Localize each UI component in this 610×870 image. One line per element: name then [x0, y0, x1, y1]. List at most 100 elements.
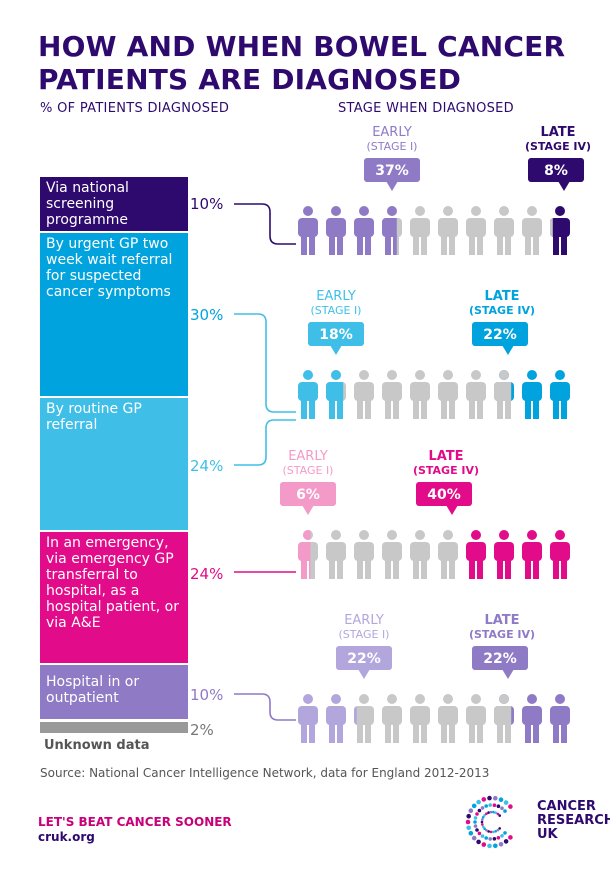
logo-line-3: UK — [537, 827, 558, 842]
early-label: EARLY — [288, 449, 328, 464]
connector-hospital — [234, 693, 296, 721]
page-title: HOW AND WHEN BOWEL CANCER PATIENTS ARE D… — [38, 30, 566, 96]
early-bubble-text: 22% — [347, 651, 381, 667]
person-icon — [438, 370, 458, 419]
early-label: EARLY — [316, 289, 356, 304]
early-label: EARLY — [372, 125, 412, 140]
logo-dot — [496, 828, 500, 832]
logo-dot — [498, 827, 502, 830]
late-stage: (STAGE IV) — [413, 464, 479, 477]
pictogram-row-4: EARLY(STAGE I) 22% LATE(STAGE IV) 22% — [298, 613, 570, 743]
person-icon — [550, 694, 570, 743]
logo-dot — [483, 814, 486, 817]
early-bubble-text: 6% — [296, 487, 320, 503]
early-bubble-text: 37% — [375, 163, 409, 179]
person-icon — [494, 694, 514, 743]
logo-dot — [503, 809, 507, 813]
logo-dot — [473, 816, 478, 820]
right-header: STAGE WHEN DIAGNOSED — [338, 101, 514, 116]
logo-dot — [498, 797, 504, 802]
logo-dot — [477, 831, 482, 836]
person-icon — [522, 370, 542, 419]
logo-dot — [494, 830, 498, 833]
logo-line-2: RESEARCH — [537, 813, 610, 828]
logo-dot — [473, 820, 477, 824]
person-icon — [382, 694, 402, 743]
segment-screening: Via national screening programme — [40, 177, 188, 231]
early-bubble: 6% — [280, 482, 336, 515]
person-icon — [466, 694, 486, 743]
logo-dot — [489, 830, 493, 834]
connector-screening — [234, 203, 296, 245]
logo-dot — [476, 799, 481, 805]
segment-unknown-label: Unknown data — [44, 738, 150, 753]
late-bubble: 40% — [416, 482, 472, 515]
person-icon — [382, 530, 402, 579]
source-note: Source: National Cancer Intelligence Net… — [40, 766, 490, 780]
logo-dot — [487, 843, 492, 849]
person-icon — [410, 694, 430, 743]
url-link[interactable]: cruk.org — [38, 830, 95, 844]
logo-dot — [475, 828, 479, 832]
logo-dot — [496, 836, 501, 840]
person-icon — [354, 206, 374, 255]
late-label: LATE — [540, 125, 575, 140]
early-bubble-text: 18% — [319, 327, 353, 343]
person-icon — [522, 530, 542, 579]
logo-dot — [481, 797, 487, 802]
logo-dot — [496, 804, 501, 808]
early-bubble: 22% — [336, 646, 392, 679]
segment-routine-gp: By routine GP referral — [40, 398, 188, 530]
logo-dot — [487, 811, 490, 814]
logo-dot — [483, 827, 486, 830]
pct-routine-gp: 24% — [190, 457, 224, 475]
person-icon — [354, 370, 374, 419]
person-icon — [438, 530, 458, 579]
early-stage: (STAGE I) — [339, 628, 390, 641]
slogan: LET'S BEAT CANCER SOONER — [38, 815, 232, 829]
logo-dot — [503, 839, 509, 844]
logo-dot — [500, 834, 504, 838]
left-header: % OF PATIENTS DIAGNOSED — [40, 101, 230, 116]
logo-dot — [508, 804, 513, 809]
late-bubble-text: 40% — [427, 487, 461, 503]
logo-dot — [481, 842, 487, 847]
logo-dot — [480, 820, 484, 824]
logo-dot — [471, 835, 477, 841]
person-icon — [382, 206, 402, 255]
segment-unknown-bar — [40, 722, 188, 733]
person-icon — [410, 370, 430, 419]
person-icon — [466, 206, 486, 255]
segment-hospital: Hospital in or outpatient — [40, 665, 188, 719]
logo-dot — [468, 808, 474, 813]
person-icon — [550, 530, 570, 579]
late-bubble-text: 8% — [544, 163, 568, 179]
person-icon — [410, 206, 430, 255]
late-label: LATE — [484, 613, 519, 628]
logo-dot — [485, 829, 488, 832]
pct-urgent-gp: 30% — [190, 306, 224, 324]
late-stage: (STAGE IV) — [469, 304, 535, 317]
person-icon — [494, 206, 514, 255]
person-icon — [326, 370, 346, 419]
person-icon — [326, 530, 346, 579]
logo-dot — [484, 804, 489, 808]
pictogram-row-2: EARLY(STAGE I) 18% LATE(STAGE IV) 22% — [298, 289, 570, 419]
person-icon — [298, 370, 318, 419]
early-bubble: 18% — [308, 322, 364, 355]
logo-dot — [494, 811, 498, 814]
logo-dot — [492, 830, 495, 834]
person-icon — [410, 530, 430, 579]
logo-dot — [481, 816, 485, 819]
pictogram-row-1: EARLY(STAGE I) 37% LATE(STAGE IV) 8% — [298, 125, 591, 255]
connector-routine-gp — [234, 419, 296, 466]
person-icon — [550, 206, 570, 255]
late-stage: (STAGE IV) — [469, 628, 535, 641]
logo-dot — [466, 813, 472, 819]
person-icon — [354, 530, 374, 579]
late-label: LATE — [428, 449, 463, 464]
logo-dot — [493, 795, 498, 801]
logo-dot — [488, 803, 493, 807]
person-icon — [494, 370, 514, 419]
